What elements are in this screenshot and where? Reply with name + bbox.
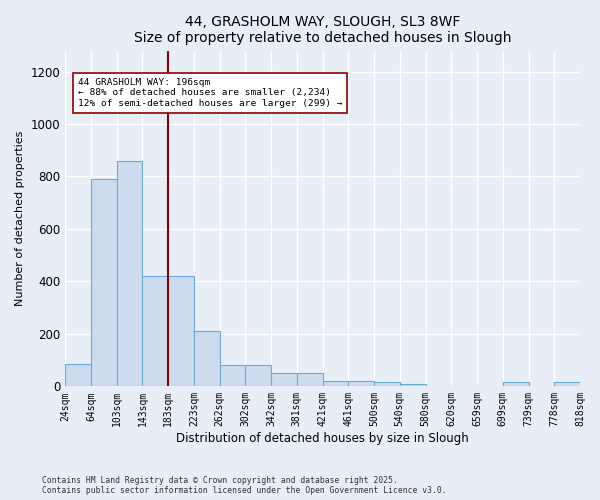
- Bar: [297, 373, 323, 386]
- Text: Contains HM Land Registry data © Crown copyright and database right 2025.
Contai: Contains HM Land Registry data © Crown c…: [42, 476, 446, 495]
- Bar: [554, 382, 580, 386]
- Bar: [245, 366, 271, 386]
- Bar: [65, 364, 91, 386]
- Y-axis label: Number of detached properties: Number of detached properties: [15, 130, 25, 306]
- Bar: [168, 276, 194, 386]
- Title: 44, GRASHOLM WAY, SLOUGH, SL3 8WF
Size of property relative to detached houses i: 44, GRASHOLM WAY, SLOUGH, SL3 8WF Size o…: [134, 15, 511, 45]
- X-axis label: Distribution of detached houses by size in Slough: Distribution of detached houses by size …: [176, 432, 469, 445]
- Bar: [349, 381, 374, 386]
- Bar: [400, 384, 425, 386]
- Bar: [142, 276, 168, 386]
- Bar: [503, 382, 529, 386]
- Bar: [220, 366, 245, 386]
- Bar: [271, 373, 297, 386]
- Bar: [116, 160, 142, 386]
- Bar: [194, 331, 220, 386]
- Text: 44 GRASHOLM WAY: 196sqm
← 88% of detached houses are smaller (2,234)
12% of semi: 44 GRASHOLM WAY: 196sqm ← 88% of detache…: [78, 78, 343, 108]
- Bar: [323, 381, 349, 386]
- Bar: [374, 382, 400, 386]
- Bar: [91, 179, 116, 386]
